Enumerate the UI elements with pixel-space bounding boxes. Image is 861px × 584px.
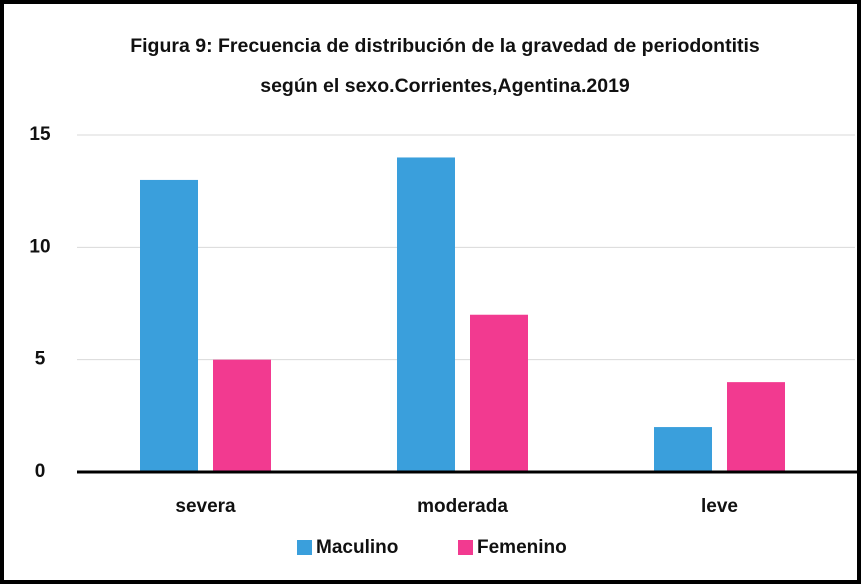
bar <box>140 179 198 472</box>
bar <box>654 427 712 472</box>
legend-swatch <box>458 540 473 555</box>
bar <box>727 382 785 472</box>
y-tick-label: 5 <box>35 349 46 370</box>
y-tick-label: 15 <box>29 124 51 145</box>
bar <box>470 314 528 472</box>
x-tick-label: leve <box>701 496 738 517</box>
y-tick-label: 10 <box>29 236 50 257</box>
y-tick-label: 0 <box>35 461 46 482</box>
legend-label: Femenino <box>477 537 567 558</box>
bar <box>213 359 271 472</box>
x-tick-label: severa <box>175 496 236 517</box>
chart-title: Figura 9: Frecuencia de distribución de … <box>130 35 760 97</box>
legend-label: Maculino <box>316 537 398 558</box>
legend-swatch <box>297 540 312 555</box>
bar <box>397 157 455 472</box>
x-tick-label: moderada <box>417 496 508 517</box>
